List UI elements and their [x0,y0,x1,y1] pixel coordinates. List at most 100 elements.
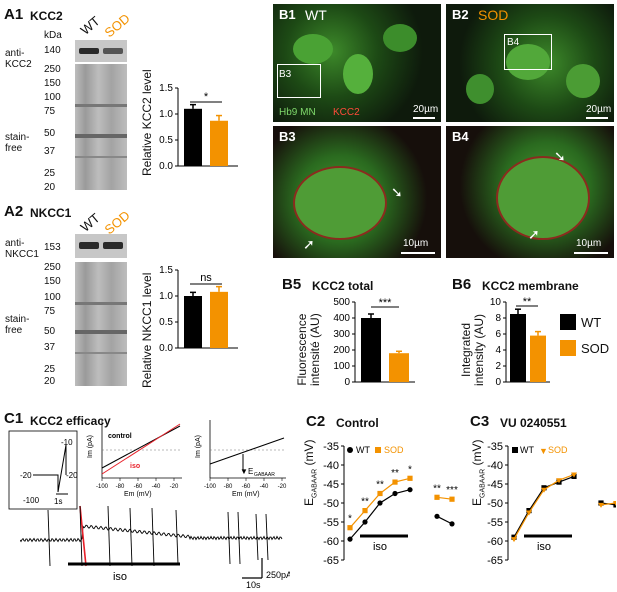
y-tick-label: -60 [323,536,339,548]
bar-sod [530,335,546,382]
y-tick-label: 8 [495,313,501,324]
y-tick-label: -55 [487,517,503,529]
kda-label: kDa [44,30,62,41]
point-sod [598,502,604,508]
bar-chart-a2: 0.0 0.5 1.0 1.5 ns [159,265,238,354]
band-mw-a2: 153 [44,242,61,253]
micrograph-b1: B1 WT B3 Hb9 MN KCC2 20µm [273,4,441,122]
sig-marker: ** [433,483,441,494]
iv-control-label: control [108,433,132,440]
x-tick-label: -80 [224,484,233,490]
legend-swatch-wt [560,314,576,330]
inset-label-b3: B3 [279,69,292,80]
bar-wt [510,314,526,382]
scale-i-label: 250pA [266,570,290,580]
ramp-v-mid2: -20 [66,471,78,480]
y-tick-label: -60 [487,536,503,548]
series-line-sod [600,502,616,506]
point-sod [362,508,368,514]
bar-wt [184,296,202,348]
blot-nkcc1 [75,234,127,258]
scale-label-b4: 10µm [576,238,602,249]
legend-c2: WT SOD [347,445,404,455]
sig-marker: ** [361,497,369,508]
ramp-time: 1s [54,497,62,506]
y-tick-label: -45 [323,479,339,491]
sig-marker: ** [376,480,384,491]
x-tick-label: -40 [260,484,269,490]
x-tick-label: -60 [242,484,251,490]
y-tick-label: 400 [333,313,350,324]
bar-sod [210,120,228,166]
y-tick-label: 2 [495,361,501,372]
ramp-deflection [47,509,51,567]
y-tick-label: 300 [333,329,350,340]
y-tick-label: -55 [323,517,339,529]
sig-a2: ns [200,272,212,284]
scale-bar-b4 [574,252,608,254]
point-sod [434,494,440,500]
lane-label-wt: WT [77,13,103,38]
sig-b6: ** [523,296,532,308]
point-wt [434,513,440,519]
bar-chart-b5: 0 100 200 300 400 500 *** [333,297,415,388]
point-wt [392,490,398,497]
band-mw: 140 [44,45,61,56]
point-sod [449,496,455,502]
micrograph-b3: B3 ➘ ➚ 10µm [273,126,441,258]
ylabel-c2: EGABAAR (mV) [302,439,319,506]
ramp-v-mid1: -20 [20,471,32,480]
ramp-deflection [107,505,111,567]
legend-marker-sod-c2 [375,447,381,453]
x-tick-label: -60 [134,484,143,490]
y-tick-label: 1.0 [159,291,173,302]
sig-a1: * [204,91,209,103]
y-tick-label: -40 [487,460,503,472]
panel-title-b6: KCC2 membrane [482,279,579,293]
y-tick-label: -65 [323,555,339,567]
iv2-xlabel: Em (mV) [232,491,260,498]
x-tick-label: -80 [116,484,125,490]
panel-label-b2: B2 [452,7,469,22]
legend-marker-wt-c2 [347,447,353,453]
point-wt [449,521,455,527]
panel-label-c3: C3 [470,413,490,430]
y-tick-label: -35 [487,441,503,453]
sig-marker: * [408,464,412,475]
y-tick-label: 0.5 [159,135,173,146]
current-trace: iso 250pA 10s [20,505,290,590]
scale-label-b2: 20µm [586,104,612,115]
sig-marker: * [348,514,352,525]
ylabel-b5: Fluorescence intensité (AU) [295,313,322,386]
micrograph-b4: B4 ➘ ➚ 10µm [446,126,614,258]
scale-label-b1: 20µm [413,104,439,115]
bar-sod [210,291,228,348]
panel-title-c2: Control [336,416,379,430]
x-tick-label: -100 [96,484,109,490]
y-tick-label: 0 [344,377,350,388]
legend-b: WT SOD [560,314,609,356]
legend-wt-c3: WT [520,445,534,455]
inset-box-b3 [277,64,321,98]
bar-wt [184,108,202,166]
y-tick-label: -65 [487,555,503,567]
y-tick-label: 1.5 [159,265,173,276]
legend-label-sod: SOD [581,340,610,356]
scale-t-label: 10s [246,580,261,590]
iso-label-c2: iso [373,541,387,553]
point-wt [362,519,368,525]
bar-sod [389,353,409,382]
series-line-wt [436,515,453,525]
marker-hb9: Hb9 MN [279,107,316,118]
point-sod [377,490,383,497]
series-line-sod [513,473,575,540]
scale-label-b3: 10µm [403,238,429,249]
y-tick-label: -45 [487,479,503,491]
ramp-deflection [79,505,83,567]
panel-label-b1: B1 [279,7,296,22]
arrow-icon: ➘ [391,184,403,200]
bar-wt [361,318,381,382]
x-tick-label: -20 [170,484,179,490]
line-chart-c2: -35-40-45-50-55-60-65 ******* *** *** iso … [323,441,458,567]
stain-free-label-a2: stain-free [5,314,30,336]
